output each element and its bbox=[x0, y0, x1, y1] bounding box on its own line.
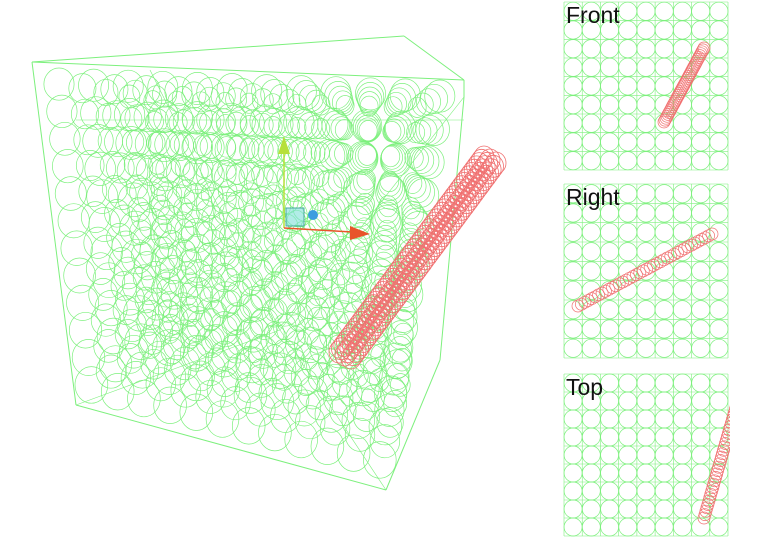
top-view-label: Top bbox=[566, 374, 604, 400]
top-view-grid bbox=[563, 373, 729, 537]
gizmo-plane-handle bbox=[285, 207, 305, 227]
selected-particle-stack[interactable] bbox=[328, 145, 507, 370]
gizmo-x-axis bbox=[283, 227, 353, 233]
right-view-canvas[interactable] bbox=[562, 182, 730, 360]
gizmo-z-handle bbox=[308, 210, 318, 220]
front-view-grid bbox=[563, 1, 729, 171]
front-view-label: Front bbox=[566, 2, 620, 28]
gizmo-x-arrow-icon bbox=[350, 226, 370, 240]
right-view-label: Right bbox=[566, 184, 620, 210]
front-view-selection bbox=[657, 41, 711, 129]
top-view-selection bbox=[697, 404, 730, 525]
top-view-canvas[interactable] bbox=[562, 372, 730, 538]
front-view-panel[interactable]: Front bbox=[562, 0, 730, 172]
top-view-panel[interactable]: Top bbox=[562, 372, 730, 538]
translate-gizmo-icon[interactable] bbox=[278, 136, 370, 240]
gizmo-y-arrow-icon bbox=[278, 136, 290, 154]
viewport-3d[interactable] bbox=[0, 0, 560, 541]
particle-grid-circles bbox=[43, 67, 456, 479]
right-view-grid bbox=[563, 183, 729, 359]
right-view-selection bbox=[571, 227, 719, 313]
right-view-panel[interactable]: Right bbox=[562, 182, 730, 360]
front-view-canvas[interactable] bbox=[562, 0, 730, 172]
